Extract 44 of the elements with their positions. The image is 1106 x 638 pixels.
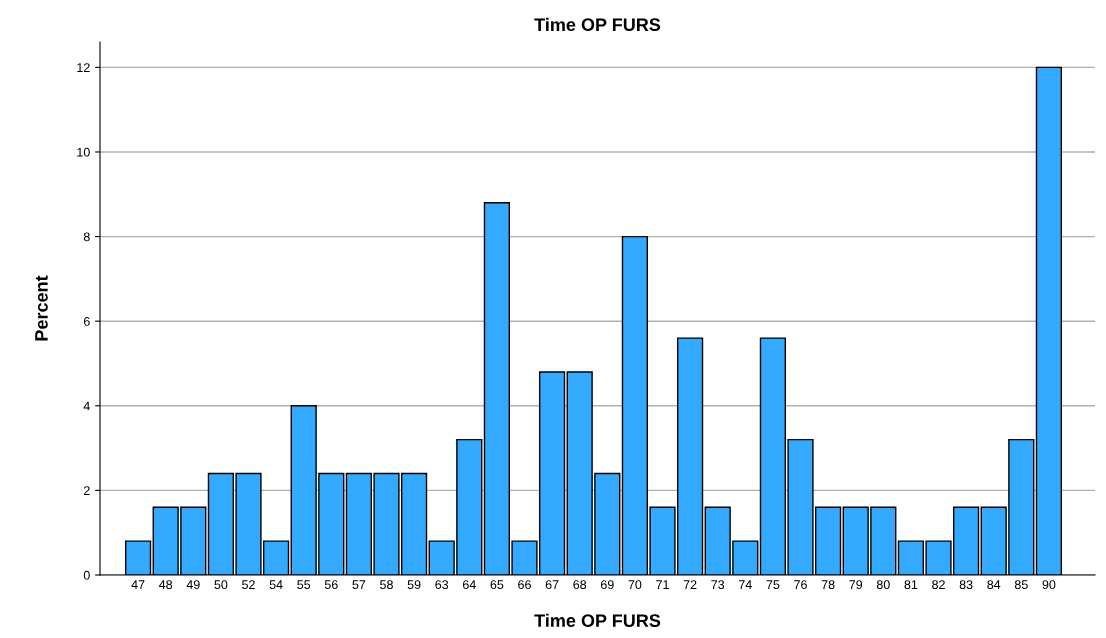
x-tick-label: 48 (159, 580, 173, 590)
x-tick-label: 64 (462, 580, 476, 590)
x-tick-label: 81 (904, 580, 918, 590)
x-tick-label: 67 (545, 580, 559, 590)
y-tick-label: 8 (83, 232, 90, 242)
x-tick-label: 68 (573, 580, 587, 590)
y-tick-label: 6 (83, 316, 90, 326)
x-tick-label: 47 (131, 580, 145, 589)
x-tick-label: 52 (242, 580, 255, 590)
x-tick-label: 59 (407, 580, 421, 590)
y-axis-title: Percent (35, 275, 48, 341)
y-tick-label: 0 (83, 570, 90, 580)
y-tick-label: 2 (83, 486, 90, 495)
x-tick-label: 56 (324, 580, 338, 590)
x-tick-label: 90 (1042, 580, 1056, 590)
x-tick-label: 70 (628, 580, 642, 590)
x-tick-label: 73 (711, 580, 725, 590)
x-tick-label: 84 (987, 580, 1001, 590)
x-tick-label: 57 (352, 580, 366, 590)
x-tick-label: 71 (656, 580, 669, 589)
x-tick-label: 83 (959, 580, 973, 590)
y-tick-label: 10 (77, 147, 90, 157)
y-tick-label: 12 (77, 63, 90, 72)
x-tick-label: 80 (876, 580, 890, 590)
x-axis-title: Time OP FURS (534, 613, 661, 627)
x-tick-label: 82 (932, 580, 945, 590)
x-tick-label: 54 (269, 580, 283, 590)
x-tick-label: 55 (297, 580, 311, 590)
x-tick-label: 85 (1014, 580, 1028, 590)
x-tick-label: 65 (490, 580, 504, 590)
x-tick-label: 50 (214, 580, 228, 590)
y-tick-label: 4 (83, 401, 90, 411)
x-tick-label: 79 (849, 580, 863, 590)
x-tick-label: 78 (821, 580, 835, 590)
chart-title: Time OP FURS (534, 17, 661, 32)
x-tick-label: 63 (435, 580, 449, 590)
x-tick-label: 69 (600, 580, 614, 590)
x-tick-label: 72 (683, 580, 697, 589)
x-tick-label: 75 (766, 580, 780, 590)
x-tick-label: 66 (518, 580, 531, 590)
x-tick-label: 49 (186, 580, 200, 590)
x-tick-label: 74 (738, 580, 752, 589)
x-tick-label: 58 (380, 580, 393, 590)
x-tick-label: 76 (794, 580, 807, 590)
